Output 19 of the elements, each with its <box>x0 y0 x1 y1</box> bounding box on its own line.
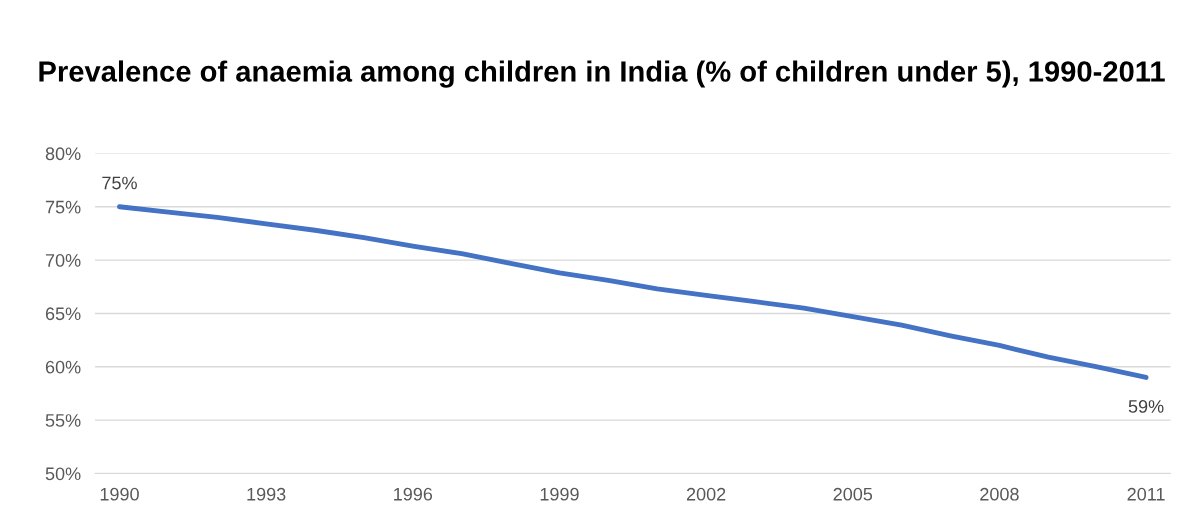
x-tick-label: 2002 <box>686 487 726 501</box>
data-label: 75% <box>102 176 137 190</box>
x-tick-label: 2008 <box>980 487 1019 501</box>
x-tick-label: 1999 <box>540 487 579 501</box>
line-series <box>117 204 1149 380</box>
y-tick-label: 60% <box>45 360 81 374</box>
y-tick-label: 50% <box>45 467 81 481</box>
chart-title: Prevalence of anaemia among children in India (% of children under 5), 1990-2011 <box>39 60 1165 88</box>
x-tick-label: 2005 <box>833 487 873 501</box>
x-tick-label: 2011 <box>1127 487 1165 501</box>
x-tick-label: 1993 <box>247 487 286 501</box>
x-tick-label: 1990 <box>100 487 139 501</box>
y-tick-label: 80% <box>45 147 81 161</box>
y-tick-label: 75% <box>45 200 81 214</box>
y-tick-label: 65% <box>45 307 81 321</box>
y-tick-label: 55% <box>45 414 81 427</box>
data-label: 59% <box>1128 400 1164 413</box>
y-tick-label: 70% <box>45 254 81 267</box>
x-tick-label: 1996 <box>394 487 433 501</box>
